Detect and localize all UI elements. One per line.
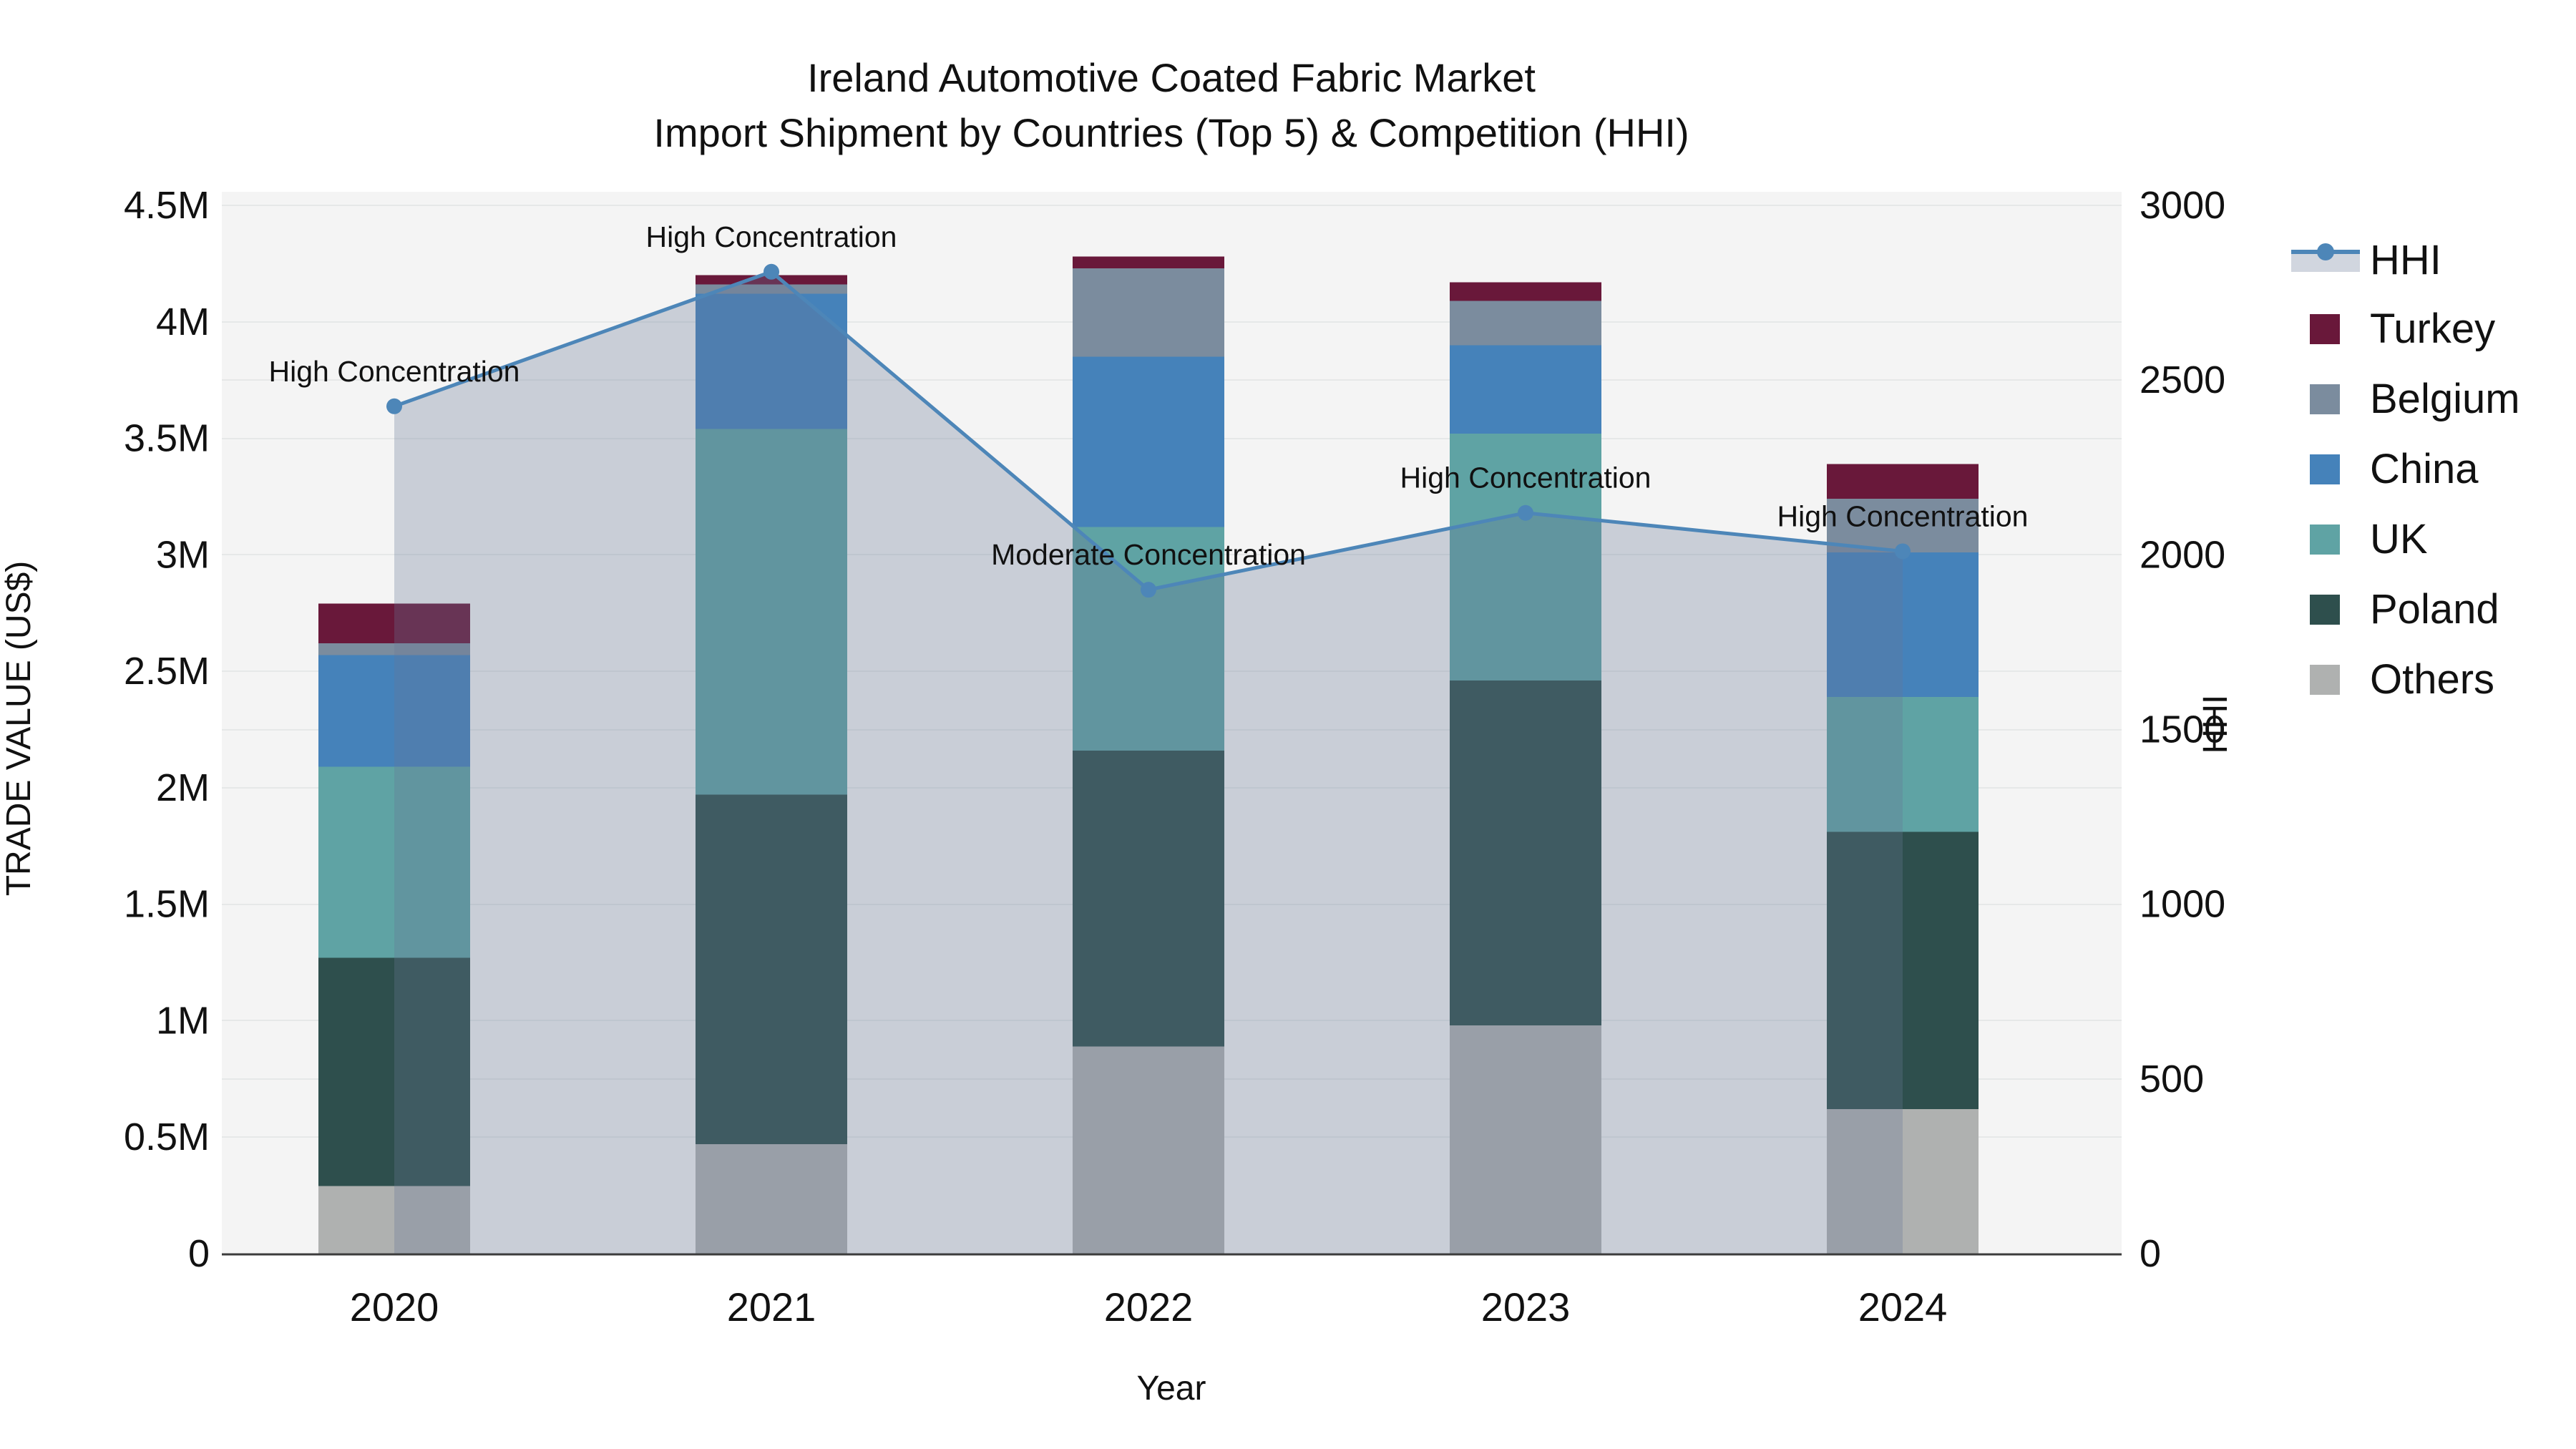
- hhi-marker-2023[interactable]: [1518, 504, 1533, 521]
- legend-item-poland[interactable]: Poland: [2310, 586, 2499, 633]
- legend-label-turkey: Turkey: [2370, 306, 2495, 352]
- y-right-tick-2500: 2500: [2140, 358, 2225, 401]
- bar-segment-2023-uk[interactable]: [1450, 434, 1601, 681]
- x-tick-2020: 2020: [350, 1284, 439, 1330]
- y-left-tick-4.5M: 4.5M: [124, 184, 210, 227]
- hhi-marker-2022[interactable]: [1141, 582, 1156, 598]
- legend-item-others[interactable]: Others: [2310, 656, 2494, 703]
- legend-swatch-poland: [2310, 595, 2340, 625]
- legend-label-poland: Poland: [2370, 586, 2499, 633]
- y-left-tick-1.5M: 1.5M: [124, 883, 210, 926]
- bar-segment-2022-uk[interactable]: [1073, 527, 1224, 751]
- y-right-tick-1500: 1500: [2140, 708, 2225, 751]
- x-tick-2022: 2022: [1104, 1284, 1194, 1330]
- x-tick-2024: 2024: [1858, 1284, 1948, 1330]
- bar-segment-2022-belgium[interactable]: [1073, 268, 1224, 357]
- bar-segment-2021-others[interactable]: [696, 1143, 847, 1254]
- bar-segment-2021-poland[interactable]: [696, 794, 847, 1144]
- bar-segment-2024-poland[interactable]: [1827, 831, 1979, 1110]
- x-tick-2021: 2021: [727, 1284, 816, 1330]
- y-left-tick-2M: 2M: [156, 766, 210, 809]
- y-axis-title-left: TRADE VALUE (US$): [0, 561, 38, 897]
- y-axis-title-right: HHI: [2197, 695, 2235, 754]
- legend-label-belgium: Belgium: [2370, 376, 2520, 422]
- y-left-tick-3M: 3M: [156, 533, 210, 576]
- bar-segment-2022-others[interactable]: [1073, 1046, 1224, 1254]
- x-tick-2023: 2023: [1481, 1284, 1571, 1330]
- y-left-tick-0: 0: [188, 1232, 210, 1275]
- annotation-2022: Moderate Concentration: [991, 538, 1306, 571]
- legend-swatch-uk: [2310, 525, 2340, 555]
- legend-item-china[interactable]: China: [2310, 446, 2479, 492]
- legend-swatch-china: [2310, 454, 2340, 484]
- y-left-tick-3.5M: 3.5M: [124, 417, 210, 460]
- y-left-tick-1M: 1M: [156, 999, 210, 1042]
- legend-swatch-turkey: [2310, 314, 2340, 344]
- legend-label-china: China: [2370, 446, 2479, 492]
- bar-segment-2023-poland[interactable]: [1450, 680, 1601, 1025]
- annotation-2021: High Concentration: [646, 220, 897, 253]
- legend-item-belgium[interactable]: Belgium: [2310, 376, 2520, 422]
- legend-swatch-others: [2310, 665, 2340, 695]
- bar-segment-2020-uk[interactable]: [318, 766, 470, 958]
- bar-segment-2023-belgium[interactable]: [1450, 301, 1601, 346]
- bar-segment-2022-turkey[interactable]: [1073, 256, 1224, 268]
- bar-segment-2021-uk[interactable]: [696, 429, 847, 795]
- legend-label-others: Others: [2370, 656, 2494, 703]
- hhi-marker-2024[interactable]: [1895, 543, 1911, 560]
- x-axis-title: Year: [1137, 1370, 1206, 1407]
- bar-segment-2020-poland[interactable]: [318, 957, 470, 1186]
- y-right-tick-500: 500: [2140, 1058, 2204, 1101]
- bar-segment-2023-others[interactable]: [1450, 1025, 1601, 1254]
- annotation-2023: High Concentration: [1400, 462, 1652, 494]
- bar-segment-2024-turkey[interactable]: [1827, 464, 1979, 499]
- y-right-tick-0: 0: [2140, 1232, 2161, 1275]
- chart-title-line2: Import Shipment by Countries (Top 5) & C…: [653, 110, 1689, 155]
- legend-label-uk: UK: [2370, 516, 2428, 562]
- chart-title-line1: Ireland Automotive Coated Fabric Market: [807, 55, 1536, 100]
- annotation-2024: High Concentration: [1777, 499, 2029, 532]
- bar-segment-2024-china[interactable]: [1827, 552, 1979, 697]
- bar-segment-2023-turkey[interactable]: [1450, 282, 1601, 301]
- y-right-tick-1000: 1000: [2140, 883, 2225, 926]
- bar-segment-2020-china[interactable]: [318, 655, 470, 767]
- legend-item-hhi[interactable]: HHI: [2291, 237, 2441, 283]
- legend-hhi-marker-swatch: [2317, 243, 2334, 260]
- hhi-marker-2021[interactable]: [763, 263, 779, 280]
- bar-segment-2021-turkey[interactable]: [696, 275, 847, 285]
- y-left-tick-0.5M: 0.5M: [124, 1116, 210, 1158]
- bar-segment-2022-china[interactable]: [1073, 356, 1224, 527]
- bar-segment-2023-china[interactable]: [1450, 345, 1601, 434]
- y-left-tick-2.5M: 2.5M: [124, 650, 210, 693]
- hhi-marker-2020[interactable]: [386, 398, 402, 414]
- bar-segment-2020-others[interactable]: [318, 1186, 470, 1254]
- bar-segment-2024-uk[interactable]: [1827, 696, 1979, 832]
- bar-segment-2022-poland[interactable]: [1073, 750, 1224, 1047]
- annotation-2020: High Concentration: [269, 355, 520, 388]
- legend-item-turkey[interactable]: Turkey: [2310, 306, 2495, 352]
- bar-segment-2020-turkey[interactable]: [318, 603, 470, 644]
- y-right-tick-2000: 2000: [2140, 533, 2225, 576]
- legend-swatch-belgium: [2310, 384, 2340, 414]
- y-left-tick-4M: 4M: [156, 301, 210, 343]
- bar-segment-2020-belgium[interactable]: [318, 643, 470, 655]
- y-right-tick-3000: 3000: [2140, 184, 2225, 227]
- bar-segment-2024-others[interactable]: [1827, 1109, 1979, 1254]
- legend-label-hhi: HHI: [2370, 237, 2441, 283]
- legend-item-uk[interactable]: UK: [2310, 516, 2428, 562]
